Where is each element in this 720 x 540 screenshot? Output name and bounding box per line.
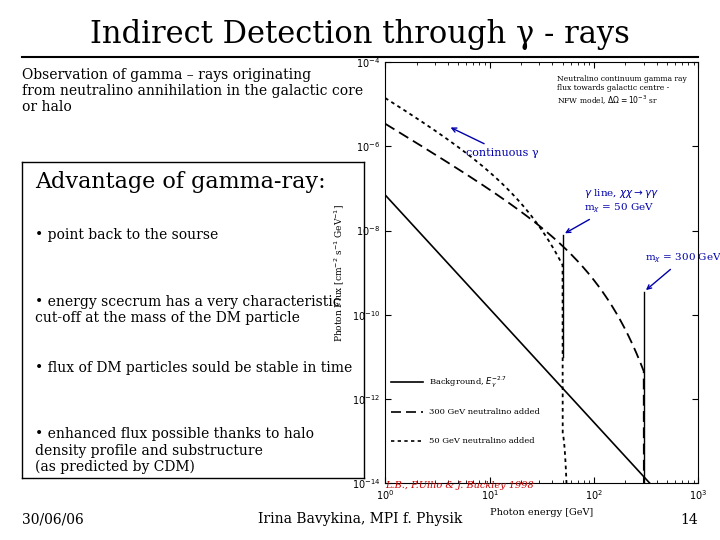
Text: Irina Bavykina, MPI f. Physik: Irina Bavykina, MPI f. Physik xyxy=(258,512,462,526)
Text: 14: 14 xyxy=(680,512,698,526)
Text: • enhanced flux possible thanks to halo
density profile and substructure
(as pre: • enhanced flux possible thanks to halo … xyxy=(35,427,314,474)
Text: continuous γ: continuous γ xyxy=(452,128,539,158)
Text: $\gamma$ line, $\chi\chi\rightarrow\gamma\gamma$
m$_\chi$ = 50 GeV: $\gamma$ line, $\chi\chi\rightarrow\gamm… xyxy=(567,187,659,233)
Text: Neutralino continuum gamma ray
flux towards galactic centre -
NFW model, $\Delta: Neutralino continuum gamma ray flux towa… xyxy=(557,75,687,107)
Text: Indirect Detection through γ - rays: Indirect Detection through γ - rays xyxy=(90,19,630,50)
Text: 300 GeV neutralino added: 300 GeV neutralino added xyxy=(429,408,540,416)
Text: L.B., P.Ullio & J. Buckley 1998: L.B., P.Ullio & J. Buckley 1998 xyxy=(385,481,534,490)
Text: 30/06/06: 30/06/06 xyxy=(22,512,84,526)
Y-axis label: Photon Flux [cm$^{-2}$ s$^{-1}$ GeV$^{-1}$]: Photon Flux [cm$^{-2}$ s$^{-1}$ GeV$^{-1… xyxy=(333,204,346,342)
Text: m$_\chi$ = 300 GeV: m$_\chi$ = 300 GeV xyxy=(645,252,720,289)
Text: Observation of gamma – rays originating
from neutralino annihilation in the gala: Observation of gamma – rays originating … xyxy=(22,68,363,114)
Text: Background, $E_\gamma^{-2.7}$: Background, $E_\gamma^{-2.7}$ xyxy=(429,374,507,390)
Text: • point back to the sourse: • point back to the sourse xyxy=(35,228,219,242)
Text: • energy scecrum has a very characteristic
cut-off at the mass of the DM particl: • energy scecrum has a very characterist… xyxy=(35,295,341,325)
Text: Advantage of gamma-ray:: Advantage of gamma-ray: xyxy=(35,172,326,193)
X-axis label: Photon energy [GeV]: Photon energy [GeV] xyxy=(490,508,593,517)
Text: • flux of DM particles sould be stable in time: • flux of DM particles sould be stable i… xyxy=(35,361,353,375)
Text: 50 GeV neutralino added: 50 GeV neutralino added xyxy=(429,437,535,445)
